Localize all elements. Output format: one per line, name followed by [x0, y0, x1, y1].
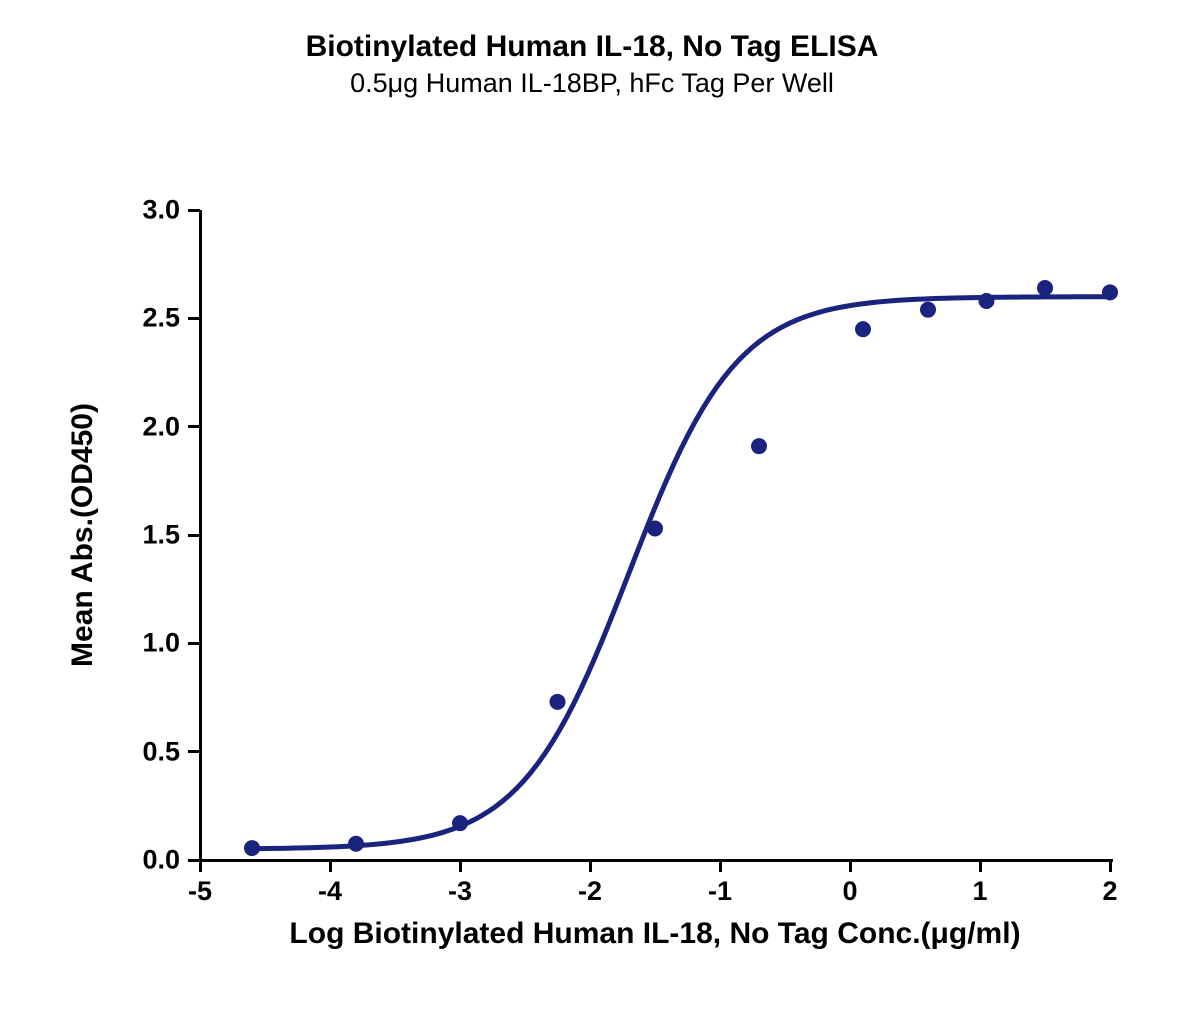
y-tick-label: 1.5 [128, 520, 180, 551]
y-tick [188, 209, 200, 212]
y-axis-title: Mean Abs.(OD450) [66, 403, 100, 667]
y-tick [188, 425, 200, 428]
y-tick-label: 2.0 [128, 411, 180, 442]
chart-subtitle: 0.5μg Human IL-18BP, hFc Tag Per Well [0, 68, 1184, 99]
data-point [550, 694, 566, 710]
data-point [647, 521, 663, 537]
data-point [979, 293, 995, 309]
data-point [452, 815, 468, 831]
data-point [244, 840, 260, 856]
y-axis-line [199, 210, 202, 863]
y-tick [188, 750, 200, 753]
x-tick [199, 860, 202, 872]
x-tick [589, 860, 592, 872]
x-axis-title: Log Biotinylated Human IL-18, No Tag Con… [200, 917, 1110, 951]
x-tick [719, 860, 722, 872]
x-tick-label: -3 [448, 876, 472, 907]
data-point [1102, 284, 1118, 300]
y-tick [188, 317, 200, 320]
x-tick [1109, 860, 1112, 872]
data-point [751, 438, 767, 454]
y-tick-label: 2.5 [128, 303, 180, 334]
x-tick-label: -4 [318, 876, 342, 907]
fit-curve [252, 297, 1110, 849]
data-point [920, 302, 936, 318]
chart-svg [200, 210, 1110, 860]
y-tick [188, 859, 200, 862]
y-tick [188, 534, 200, 537]
y-tick-label: 1.0 [128, 628, 180, 659]
title-block: Biotinylated Human IL-18, No Tag ELISA 0… [0, 30, 1184, 99]
x-tick [849, 860, 852, 872]
x-tick-label: 2 [1102, 876, 1117, 907]
data-point [855, 321, 871, 337]
x-axis-line [200, 859, 1113, 862]
x-tick [459, 860, 462, 872]
y-tick-label: 3.0 [128, 195, 180, 226]
y-tick [188, 642, 200, 645]
x-tick-label: 0 [842, 876, 857, 907]
x-tick [329, 860, 332, 872]
plot-area [200, 210, 1110, 860]
x-tick-label: -2 [578, 876, 602, 907]
chart-title: Biotinylated Human IL-18, No Tag ELISA [0, 30, 1184, 64]
data-point [1037, 280, 1053, 296]
x-tick-label: 1 [972, 876, 987, 907]
x-tick [979, 860, 982, 872]
chart-container: Biotinylated Human IL-18, No Tag ELISA 0… [0, 0, 1184, 1014]
data-point [348, 836, 364, 852]
x-tick-label: -1 [708, 876, 732, 907]
y-tick-label: 0.0 [128, 845, 180, 876]
x-tick-label: -5 [188, 876, 212, 907]
y-tick-label: 0.5 [128, 736, 180, 767]
